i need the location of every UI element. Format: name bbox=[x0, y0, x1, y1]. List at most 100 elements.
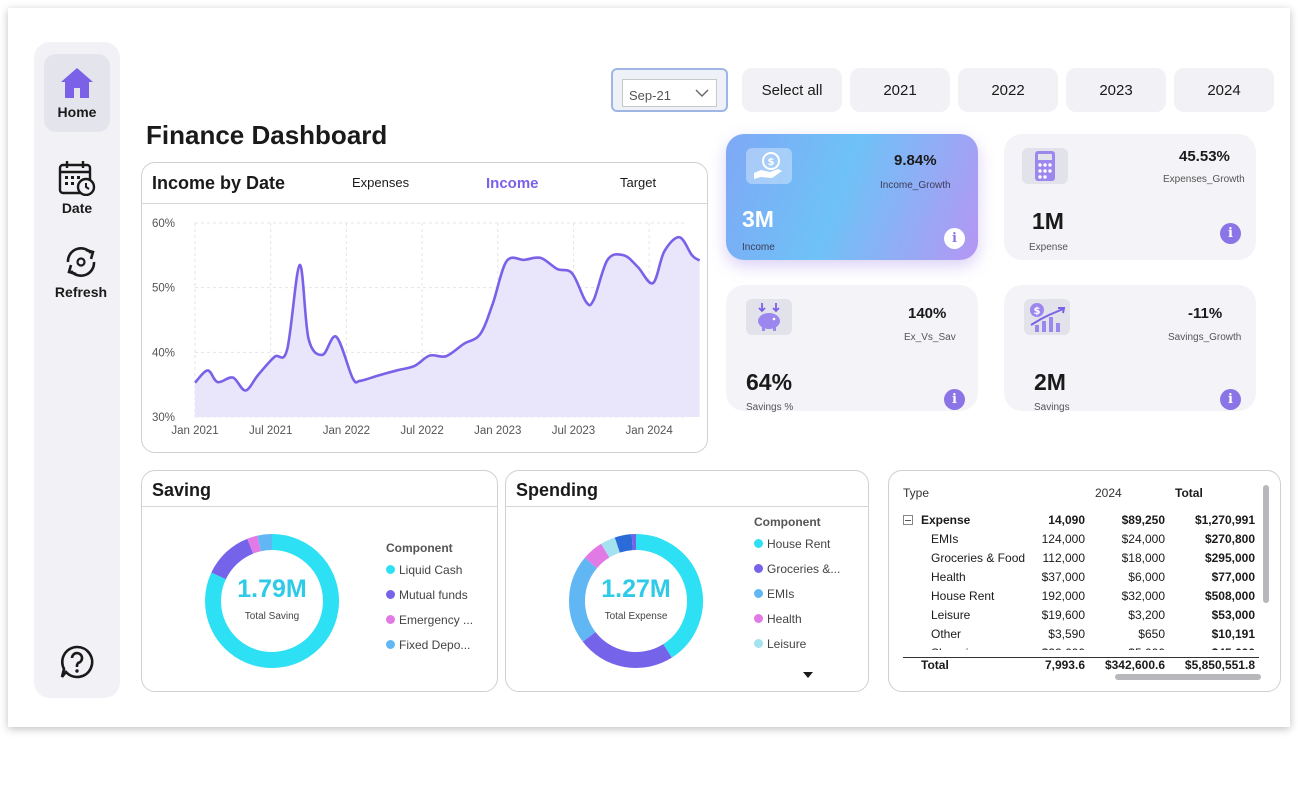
select-all-button[interactable]: Select all bbox=[742, 68, 842, 112]
info-icon[interactable]: i bbox=[944, 389, 965, 410]
matrix-row-a: $3,590 bbox=[1048, 627, 1085, 641]
tab-target[interactable]: Target bbox=[620, 175, 657, 190]
legend-dot bbox=[386, 640, 395, 649]
income-card-title: Income by Date bbox=[152, 173, 286, 193]
y-tick-label: 50% bbox=[152, 283, 175, 295]
kpi-income-growth-label: Income_Growth bbox=[880, 180, 951, 191]
year-button-2021[interactable]: 2021 bbox=[850, 68, 950, 112]
collapse-icon[interactable] bbox=[903, 515, 913, 525]
info-icon[interactable]: i bbox=[944, 228, 965, 249]
matrix-row-a: $22,600 bbox=[1021, 646, 1085, 650]
sidebar-item-home-label: Home bbox=[57, 104, 97, 120]
legend-dot bbox=[754, 639, 763, 648]
legend-label: Leisure bbox=[767, 636, 807, 651]
legend-dot bbox=[386, 590, 395, 599]
matrix-row-label: Health bbox=[931, 570, 966, 584]
matrix-row-b: $650 bbox=[1138, 627, 1165, 641]
matrix-row-label: Shopping bbox=[931, 646, 1041, 650]
tab-expenses[interactable]: Expenses bbox=[352, 175, 410, 190]
donut-slice[interactable] bbox=[257, 534, 273, 552]
saving-center-label: Total Saving bbox=[244, 611, 300, 622]
matrix-footer-a: 7,993.6 bbox=[1044, 658, 1085, 672]
x-tick-label: Jan 2023 bbox=[474, 425, 521, 437]
kpi-savings-value: 2M bbox=[1034, 369, 1066, 395]
table-row[interactable]: Leisure $19,600 $3,200 $53,000 bbox=[889, 608, 1269, 627]
donut-slice[interactable] bbox=[247, 535, 262, 554]
date-dropdown[interactable]: Sep-21 bbox=[622, 79, 717, 107]
kpi-income-value: 3M bbox=[742, 206, 774, 232]
legend-item[interactable]: Groceries &... bbox=[754, 556, 840, 581]
saving-card: Saving 1.79M Total Saving Component Liqu… bbox=[141, 470, 498, 692]
kpi-savings-pct-card: 140% Ex_Vs_Sav 64% Savings % i bbox=[726, 285, 978, 413]
table-row[interactable]: Groceries & Food 112,000 $18,000 $295,000 bbox=[889, 551, 1269, 570]
donut-slice[interactable] bbox=[569, 557, 598, 642]
vertical-scrollbar[interactable] bbox=[1263, 485, 1269, 603]
tab-income[interactable]: Income bbox=[486, 175, 539, 192]
matrix-row-a: 112,000 bbox=[1042, 551, 1086, 565]
matrix-row-total: $270,800 bbox=[1204, 532, 1255, 546]
table-row[interactable]: Shopping$22,600 $5,000 $45,600 bbox=[889, 646, 1269, 650]
legend-scroll-down-icon[interactable] bbox=[802, 671, 814, 679]
donut-slice[interactable] bbox=[584, 543, 610, 569]
kpi-savings-pct-label: Savings % bbox=[746, 402, 794, 413]
donut-slice[interactable] bbox=[635, 534, 703, 658]
matrix-footer-b: $342,600.6 bbox=[1104, 658, 1165, 672]
table-row[interactable]: House Rent 192,000 $32,000 $508,000 bbox=[889, 589, 1269, 608]
x-tick-label: Jul 2023 bbox=[552, 425, 595, 437]
home-icon bbox=[61, 68, 93, 98]
table-row[interactable]: Health $37,000 $6,000 $77,000 bbox=[889, 570, 1269, 589]
legend-dot bbox=[754, 539, 763, 548]
expense-matrix: Type 2024 Total Expense 14,090 $89,250 $… bbox=[888, 470, 1281, 692]
help-button[interactable] bbox=[59, 644, 95, 685]
year-button-2023[interactable]: 2023 bbox=[1066, 68, 1166, 112]
legend-item[interactable]: Fixed Depo... bbox=[386, 632, 473, 657]
matrix-row-total: $53,000 bbox=[1211, 608, 1255, 622]
legend-item[interactable]: Leisure bbox=[754, 631, 840, 656]
table-row[interactable]: EMIs 124,000 $24,000 $270,800 bbox=[889, 532, 1269, 551]
x-tick-label: Jan 2022 bbox=[323, 425, 370, 437]
legend-item[interactable]: Liquid Cash bbox=[386, 557, 473, 582]
table-row[interactable]: Other $3,590 $650 $10,191 bbox=[889, 627, 1269, 646]
donut-slice[interactable] bbox=[582, 631, 672, 668]
donut-slice[interactable] bbox=[205, 534, 339, 668]
date-slicer: Sep-21 bbox=[611, 68, 728, 112]
legend-item[interactable]: Mutual funds bbox=[386, 582, 473, 607]
donut-slice[interactable] bbox=[211, 538, 254, 580]
matrix-row-b: $6,000 bbox=[1128, 570, 1165, 584]
donut-slice[interactable] bbox=[601, 537, 621, 558]
spending-legend-title: Component bbox=[754, 515, 821, 529]
matrix-header-type: Type bbox=[903, 486, 930, 500]
matrix-row-label: EMIs bbox=[931, 532, 959, 546]
kpi-exvssav-value: 140% bbox=[908, 305, 947, 322]
info-icon[interactable]: i bbox=[1220, 223, 1241, 244]
legend-item[interactable]: EMIs bbox=[754, 581, 840, 606]
matrix-header-total: Total bbox=[1175, 486, 1203, 500]
kpi-income-card: $ 9.84% Income_Growth 3M Income i bbox=[726, 134, 978, 260]
spending-center-value: 1.27M bbox=[601, 575, 671, 603]
calendar-clock-icon bbox=[58, 161, 96, 196]
spending-legend: Component House Rent Groceries &... EMIs He… bbox=[754, 515, 840, 656]
matrix-row-b: $18,000 bbox=[1121, 551, 1165, 565]
saving-card-title: Saving bbox=[152, 480, 212, 500]
matrix-footer-total: $5,850,551.8 bbox=[1184, 658, 1255, 672]
matrix-footer-label: Total bbox=[921, 658, 949, 672]
legend-item[interactable]: House Rent bbox=[754, 531, 840, 556]
horizontal-scrollbar[interactable] bbox=[1115, 674, 1261, 680]
year-button-2022[interactable]: 2022 bbox=[958, 68, 1058, 112]
year-button-2024[interactable]: 2024 bbox=[1174, 68, 1274, 112]
sidebar: Home Date Refresh bbox=[34, 42, 120, 698]
matrix-group-a: 14,090 bbox=[1045, 513, 1085, 527]
sidebar-item-home[interactable]: Home bbox=[44, 54, 110, 132]
spending-card: Spending 1.27M Total Expense Component H… bbox=[505, 470, 869, 692]
legend-dot bbox=[386, 615, 395, 624]
money-hand-icon: $ bbox=[746, 148, 792, 184]
sidebar-item-date[interactable]: Date bbox=[44, 148, 110, 226]
kpi-savings-growth-value: -11% bbox=[1188, 305, 1223, 322]
donut-slice[interactable] bbox=[614, 534, 633, 553]
saving-donut-chart bbox=[205, 534, 339, 668]
kpi-expense-value: 1M bbox=[1032, 208, 1064, 234]
info-icon[interactable]: i bbox=[1220, 389, 1241, 410]
legend-item[interactable]: Emergency ... bbox=[386, 607, 473, 632]
legend-item[interactable]: Health bbox=[754, 606, 840, 631]
sidebar-item-refresh[interactable]: Refresh bbox=[48, 232, 114, 310]
